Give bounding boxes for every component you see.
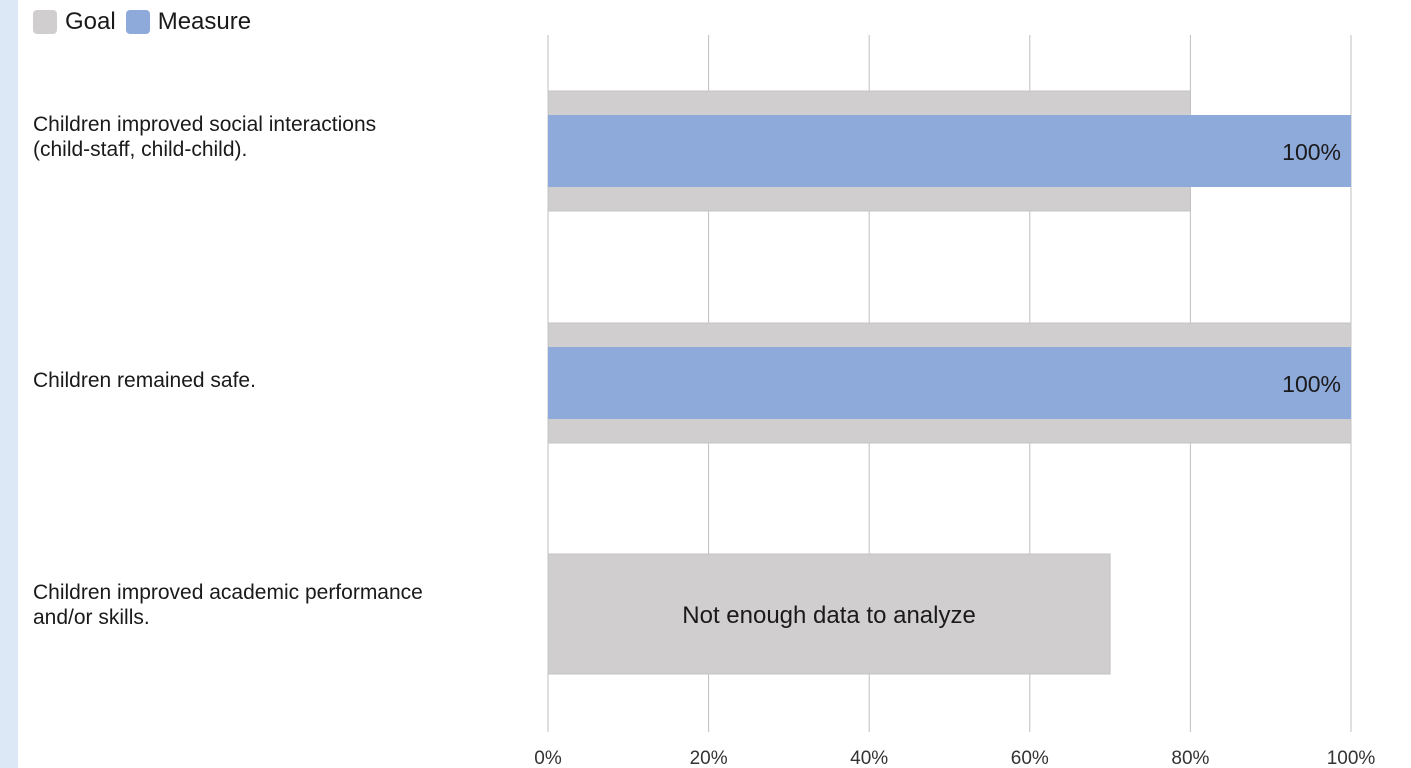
measure-bar xyxy=(548,115,1351,187)
category-label-line: Children remained safe. xyxy=(33,369,256,392)
legend-item-measure: Measure xyxy=(125,8,252,36)
category-label-line: (child-staff, child-child). xyxy=(33,138,248,161)
legend-item-goal: Goal xyxy=(33,8,116,36)
x-tick-label: 40% xyxy=(850,748,888,768)
x-tick-label: 20% xyxy=(690,748,728,768)
chart-legend: Goal Measure xyxy=(33,8,261,36)
data-label: 100% xyxy=(1282,139,1341,165)
category-label-line: Children improved social interactions xyxy=(33,113,377,136)
legend-label-goal: Goal xyxy=(65,8,116,35)
annotation-not-enough-data: Not enough data to analyze xyxy=(682,602,976,629)
x-tick-label: 60% xyxy=(1011,748,1049,768)
category-label-line: Children improved academic performance xyxy=(33,581,423,604)
x-tick-label: 0% xyxy=(534,748,562,768)
data-label: 100% xyxy=(1282,371,1341,397)
goal-bar xyxy=(547,553,1111,675)
measure-bar xyxy=(548,347,1351,419)
category-label: Children improved social interactions (ch… xyxy=(33,112,533,162)
category-label: Children improved academic performance an… xyxy=(33,580,533,630)
category-label: Children remained safe. xyxy=(33,368,533,393)
legend-swatch-measure xyxy=(125,10,150,34)
legend-label-measure: Measure xyxy=(157,8,252,35)
category-label-line: and/or skills. xyxy=(33,606,150,629)
x-tick-label: 100% xyxy=(1327,748,1376,768)
left-accent-bar xyxy=(0,0,18,768)
x-tick-label: 80% xyxy=(1171,748,1209,768)
legend-swatch-goal xyxy=(33,10,57,34)
